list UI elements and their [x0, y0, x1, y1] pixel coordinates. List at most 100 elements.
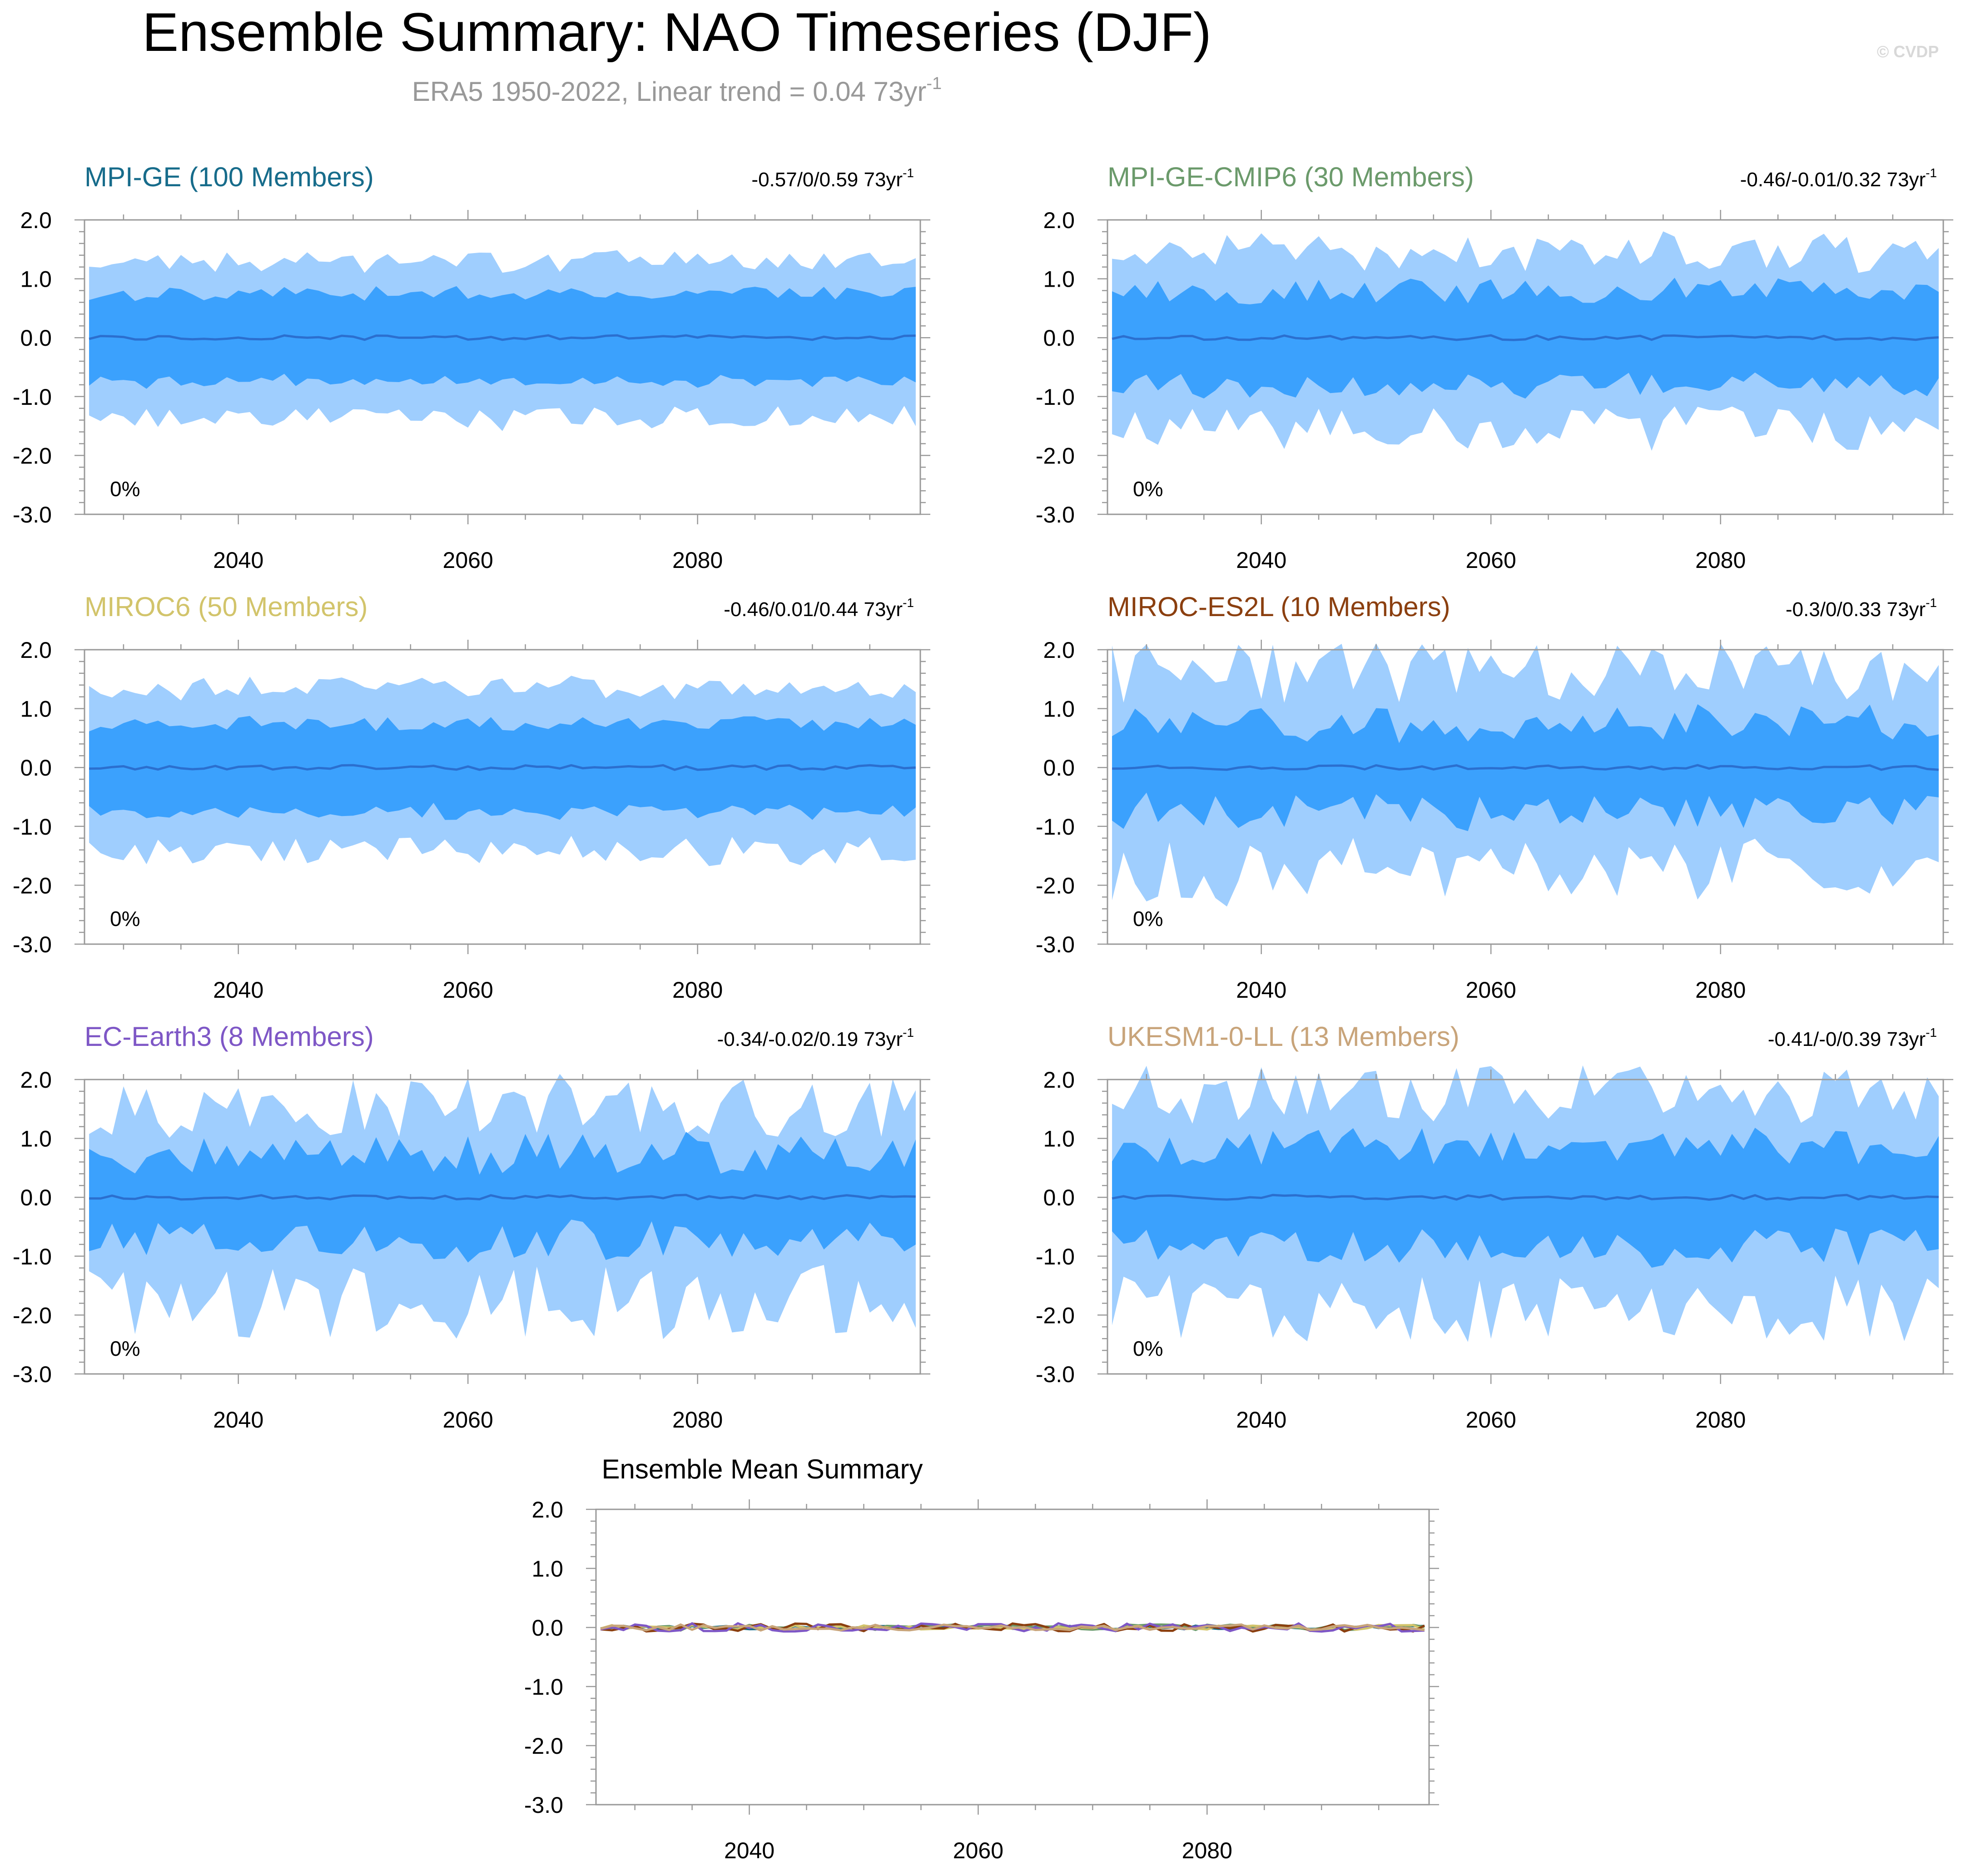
y-tick-label: 1.0	[531, 1556, 563, 1582]
ensemble-mean-line	[89, 334, 916, 341]
plot-frame	[1107, 219, 1944, 515]
y-tick-label: 2.0	[1043, 1067, 1075, 1093]
panel-title: MPI-GE-CMIP6 (30 Members)	[1107, 162, 1474, 192]
y-tick-label: 1.0	[20, 697, 52, 722]
y-tick-label: -2.0	[1036, 873, 1075, 898]
x-tick-label: 2040	[1236, 547, 1286, 573]
subtitle-superscript: -1	[926, 74, 942, 93]
ensemble-panel-2: 2.0 1.0 0.0 -1.0 -2.0 -3.0 2040 2060 2080 MPI-GE-…	[1036, 162, 1953, 573]
trend-superscript: -1	[1926, 596, 1937, 610]
y-tick-label: -1.0	[13, 814, 52, 840]
figure-title: Ensemble Summary: NAO Timeseries (DJF)	[142, 2, 1211, 63]
percent-label: 0%	[1133, 477, 1163, 501]
trend-value: -0.57/0/0.59 73yr	[751, 169, 903, 191]
ensemble-panel-4: 2.0 1.0 0.0 -1.0 -2.0 -3.0 2040 2060 2080 MIROC-E…	[1036, 592, 1953, 1003]
x-tick-label: 2080	[1182, 1838, 1232, 1863]
y-tick-label: 0.0	[20, 325, 52, 351]
panel-title: EC-Earth3 (8 Members)	[84, 1021, 374, 1052]
x-tick-label: 2060	[953, 1838, 1003, 1863]
x-tick-label: 2060	[443, 547, 493, 573]
percent-label: 0%	[1133, 907, 1163, 931]
trend-value: -0.41/-0/0.39 73yr	[1768, 1028, 1926, 1050]
plot-frame	[84, 1079, 921, 1375]
y-tick-label: 2.0	[20, 1067, 52, 1093]
y-tick-label: -3.0	[1036, 502, 1075, 527]
inner-spread-band	[1112, 278, 1939, 399]
y-tick-label: -2.0	[524, 1733, 563, 1759]
trend-label: -0.57/0/0.59 73yr-1	[751, 166, 914, 191]
panel-title: MPI-GE (100 Members)	[84, 162, 374, 192]
x-tick-label: 2040	[213, 1407, 263, 1433]
x-tick-label: 2040	[213, 547, 263, 573]
mean-series-miroc-es2l	[600, 1622, 1425, 1633]
trend-label: -0.34/-0.02/0.19 73yr-1	[717, 1025, 914, 1050]
y-tick-label: 1.0	[1043, 267, 1075, 292]
percent-label: 0%	[110, 1337, 140, 1360]
plot-frame	[1107, 649, 1944, 945]
y-tick-label: 2.0	[20, 637, 52, 663]
x-tick-label: 2040	[1236, 1407, 1286, 1433]
panel-title: MIROC6 (50 Members)	[84, 592, 367, 622]
plot-frame	[595, 1508, 1430, 1806]
panel-title: UKESM1-0-LL (13 Members)	[1107, 1021, 1460, 1052]
y-tick-label: -3.0	[524, 1792, 563, 1818]
ensemble-mean-line	[1112, 334, 1939, 341]
y-tick-label: -3.0	[1036, 932, 1075, 957]
y-tick-label: 1.0	[1043, 697, 1075, 722]
panel-grid: 2.0 1.0 0.0 -1.0 -2.0 -3.0 2040 2060 2080 MPI-GE …	[13, 162, 1953, 1863]
trend-superscript: -1	[903, 166, 914, 180]
trend-superscript: -1	[903, 596, 914, 610]
x-tick-label: 2040	[1236, 977, 1286, 1003]
percent-label: 0%	[110, 907, 140, 931]
cvdp-watermark: © CVDP	[1877, 42, 1939, 61]
y-tick-label: 0.0	[20, 1185, 52, 1210]
y-tick-label: 2.0	[1043, 637, 1075, 663]
mean-series-ukesm1-0-ll	[600, 1623, 1425, 1632]
trend-label: -0.46/0.01/0.44 73yr-1	[724, 596, 914, 621]
y-tick-label: -3.0	[13, 502, 52, 527]
trend-label: -0.3/0/0.33 73yr-1	[1786, 596, 1937, 621]
ensemble-panel-6: 2.0 1.0 0.0 -1.0 -2.0 -3.0 2040 2060 2080 UKESM1-…	[1036, 1021, 1953, 1433]
y-tick-label: -2.0	[13, 1303, 52, 1328]
x-tick-label: 2060	[1466, 977, 1516, 1003]
y-tick-label: -1.0	[524, 1674, 563, 1700]
y-tick-label: -2.0	[1036, 443, 1075, 468]
x-tick-label: 2080	[1695, 1407, 1746, 1433]
figure-subtitle: ERA5 1950-2022, Linear trend = 0.04 73yr…	[412, 74, 942, 107]
trend-label: -0.41/-0/0.39 73yr-1	[1768, 1025, 1937, 1050]
plot-frame	[84, 219, 921, 515]
x-tick-label: 2080	[1695, 547, 1746, 573]
percent-label: 0%	[1133, 1337, 1163, 1360]
summary-title: Ensemble Mean Summary	[602, 1454, 923, 1484]
inner-spread-band	[89, 286, 916, 389]
x-tick-label: 2060	[1466, 547, 1516, 573]
ensemble-panel-1: 2.0 1.0 0.0 -1.0 -2.0 -3.0 2040 2060 2080 MPI-GE …	[13, 162, 930, 573]
x-tick-label: 2060	[443, 1407, 493, 1433]
x-tick-label: 2080	[672, 547, 723, 573]
y-tick-label: 0.0	[1043, 1185, 1075, 1210]
x-tick-label: 2040	[724, 1838, 774, 1863]
ensemble-mean-line	[1112, 1194, 1939, 1201]
ensemble-mean-line	[89, 764, 916, 771]
y-tick-label: -2.0	[13, 873, 52, 898]
x-tick-label: 2060	[443, 977, 493, 1003]
plot-frame	[1107, 1079, 1944, 1375]
y-tick-label: -3.0	[13, 932, 52, 957]
ensemble-panel-5: 2.0 1.0 0.0 -1.0 -2.0 -3.0 2040 2060 2080 EC-Eart…	[13, 1021, 930, 1433]
ensemble-mean-summary-panel: 2.0 1.0 0.0 -1.0 -2.0 -3.0 2040 2060 2080 Ensembl…	[524, 1454, 1439, 1863]
y-tick-label: 2.0	[531, 1497, 563, 1523]
y-tick-label: 1.0	[20, 267, 52, 292]
y-tick-label: -1.0	[1036, 384, 1075, 410]
y-tick-label: 0.0	[20, 755, 52, 781]
x-tick-label: 2080	[672, 977, 723, 1003]
trend-superscript: -1	[1926, 1025, 1937, 1040]
panel-title: MIROC-ES2L (10 Members)	[1107, 592, 1450, 622]
x-tick-label: 2040	[213, 977, 263, 1003]
y-tick-label: -2.0	[13, 443, 52, 468]
y-tick-label: -3.0	[1036, 1362, 1075, 1387]
trend-value: -0.3/0/0.33 73yr	[1786, 598, 1926, 621]
trend-superscript: -1	[1926, 166, 1937, 180]
y-tick-label: -1.0	[13, 1244, 52, 1269]
y-tick-label: 0.0	[531, 1615, 563, 1641]
